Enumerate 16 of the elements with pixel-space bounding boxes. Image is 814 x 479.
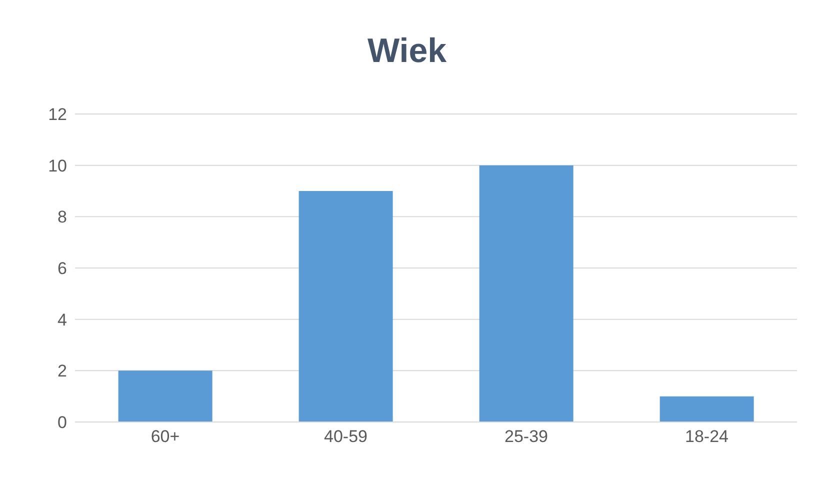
bar (118, 370, 212, 422)
bar (479, 165, 574, 422)
x-tick-label: 60+ (150, 427, 180, 446)
y-tick-label: 0 (58, 413, 67, 432)
x-tick-label: 25-39 (504, 427, 548, 446)
y-tick-label: 8 (58, 208, 67, 227)
x-tick-label: 18-24 (685, 427, 728, 446)
y-tick-label: 4 (58, 310, 67, 330)
bar (298, 191, 393, 422)
chart-title: Wiek (366, 32, 448, 71)
y-tick-label: 12 (48, 105, 67, 124)
y-tick-label: 6 (58, 259, 67, 278)
y-tick-label: 2 (58, 362, 67, 381)
y-tick-label: 10 (48, 156, 67, 176)
x-tick-label: 40-59 (324, 427, 368, 446)
bar (660, 396, 754, 422)
